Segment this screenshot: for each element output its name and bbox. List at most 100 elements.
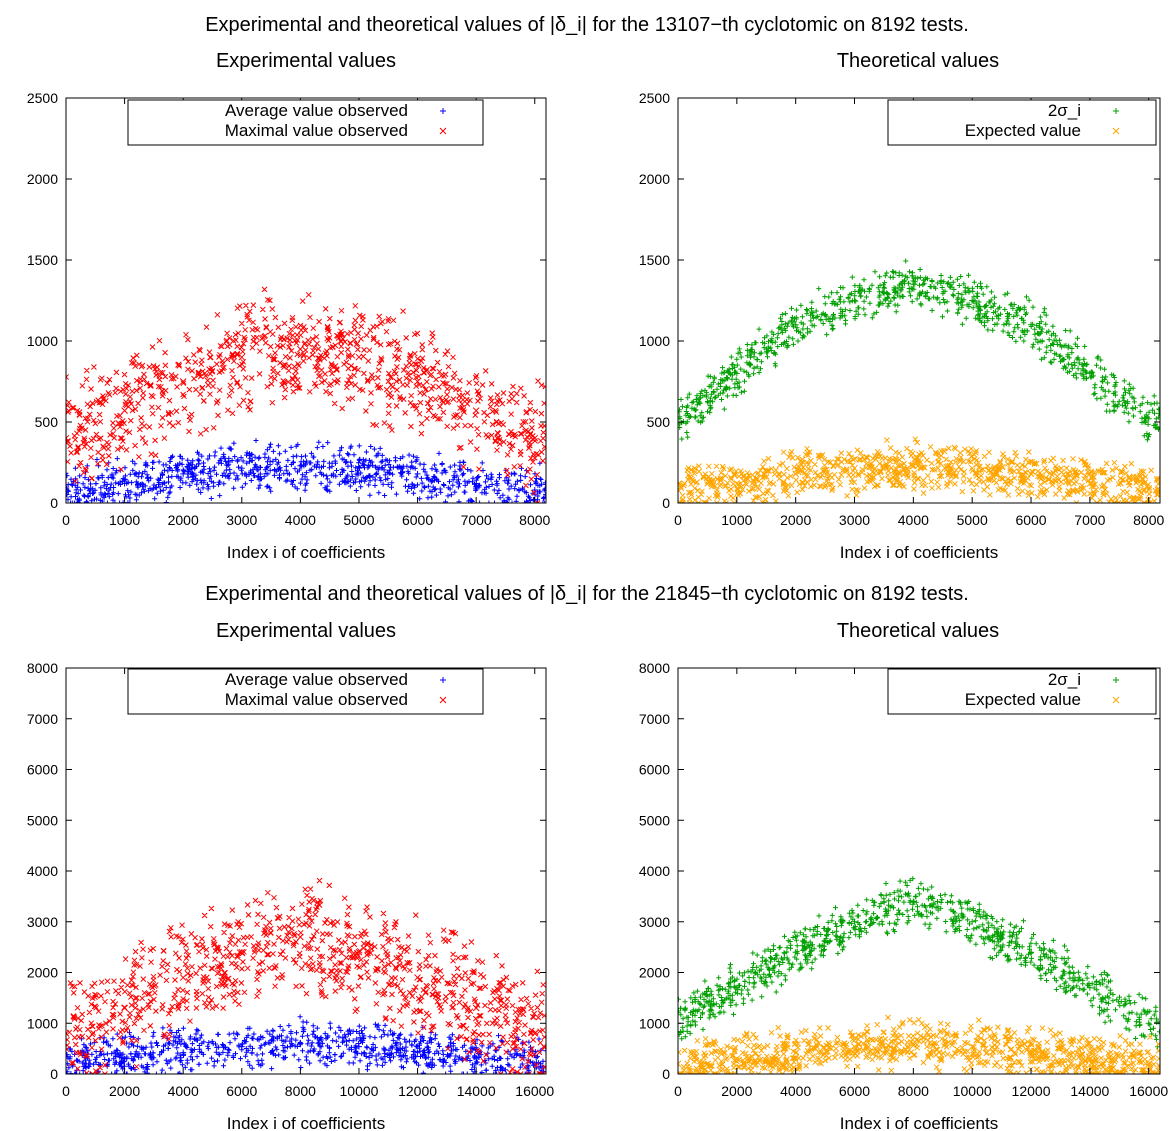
x-tick-label: 5000 (957, 512, 988, 528)
scatter-cloud (66, 438, 546, 503)
legend-label: Maximal value observed (225, 121, 408, 140)
plot-frame (677, 667, 1161, 1075)
plot-frame (65, 97, 547, 504)
y-tick-label: 1000 (639, 1015, 670, 1031)
figure-title-top: Experimental and theoretical values of |… (205, 14, 969, 36)
x-tick-label: 2000 (109, 1083, 140, 1099)
data-point (414, 470, 421, 477)
panel-title: Experimental values (216, 50, 396, 72)
legend-label: Expected value (965, 690, 1081, 709)
x-tick-label: 3000 (839, 512, 870, 528)
x-axis-label: Index i of coefficients (840, 1114, 998, 1131)
y-tick-label: 5000 (27, 812, 58, 828)
legend-marker (440, 108, 446, 114)
markers (678, 876, 1160, 1074)
y-tick-label: 3000 (639, 914, 670, 930)
legend-label: 2σ_i (1048, 670, 1081, 689)
y-tick-label: 2000 (27, 965, 58, 981)
y-tick-label: 1500 (639, 252, 670, 268)
y-tick-label: 3000 (27, 914, 58, 930)
x-tick-label: 2000 (721, 1083, 752, 1099)
y-tick-label: 0 (662, 1066, 670, 1082)
x-tick-label: 12000 (1012, 1083, 1051, 1099)
legend-box (127, 668, 484, 715)
y-tick-label: 2500 (639, 90, 670, 106)
x-tick-label: 7000 (1074, 512, 1105, 528)
data-point (472, 407, 480, 415)
series-2 (678, 436, 1160, 503)
y-tick-label: 4000 (27, 863, 58, 879)
series-1 (678, 876, 1160, 1050)
x-tick-label: 6000 (1015, 512, 1046, 528)
panel-title: Theoretical values (837, 620, 999, 642)
data-point (238, 353, 246, 361)
series-2 (66, 877, 546, 1074)
y-tick-label: 500 (35, 414, 59, 430)
y-tick-label: 2500 (27, 90, 58, 106)
y-tick-label: 4000 (639, 863, 670, 879)
x-axis-label: Index i of coefficients (227, 543, 385, 562)
x-tick-label: 14000 (1070, 1083, 1109, 1099)
legend-box (887, 99, 1157, 146)
series-2 (66, 286, 546, 503)
legend-label: Average value observed (225, 670, 408, 689)
x-tick-label: 3000 (226, 512, 257, 528)
legend-marker (1113, 108, 1119, 114)
legend-label: Expected value (965, 121, 1081, 140)
x-tick-label: 6000 (839, 1083, 870, 1099)
y-tick-label: 7000 (639, 711, 670, 727)
x-tick-label: 16000 (515, 1083, 554, 1099)
scatter-cloud (66, 1014, 546, 1074)
y-tick-label: 1500 (27, 252, 58, 268)
data-point (678, 1060, 682, 1068)
series-1 (66, 438, 546, 503)
y-tick-label: 2000 (27, 171, 58, 187)
panel-title: Experimental values (216, 620, 396, 642)
y-tick-label: 7000 (27, 711, 58, 727)
series-2 (678, 1014, 1160, 1074)
y-tick-label: 0 (50, 495, 58, 511)
scatter-cloud (678, 876, 1160, 1050)
x-tick-label: 0 (674, 1083, 682, 1099)
x-tick-label: 2000 (780, 512, 811, 528)
y-tick-label: 8000 (639, 660, 670, 676)
x-tick-label: 1000 (721, 512, 752, 528)
legend-marker (439, 696, 447, 704)
data-point (297, 345, 304, 353)
figure-title-bottom: Experimental and theoretical values of |… (205, 583, 969, 605)
y-tick-label: 6000 (639, 762, 670, 778)
legend-label: Average value observed (225, 101, 408, 120)
x-tick-label: 4000 (168, 1083, 199, 1099)
y-tick-label: 0 (50, 1066, 58, 1082)
data-point (414, 378, 421, 385)
scatter-cloud (678, 1014, 1160, 1074)
legend-box (127, 99, 484, 146)
x-tick-label: 0 (62, 512, 70, 528)
y-tick-label: 2000 (639, 171, 670, 187)
markers (66, 877, 546, 1074)
y-tick-label: 2000 (639, 965, 670, 981)
x-tick-label: 8000 (1133, 512, 1164, 528)
legend-marker (439, 127, 447, 135)
chart-3: Experimental values 0 2000 4000 6000 8000 1000… (27, 620, 555, 1131)
x-tick-label: 12000 (398, 1083, 437, 1099)
data-point (179, 378, 187, 385)
legend-label: Maximal value observed (225, 690, 408, 709)
x-tick-label: 8000 (519, 512, 550, 528)
series-1 (66, 1014, 546, 1074)
y-tick-label: 500 (647, 414, 671, 430)
y-tick-label: 1000 (639, 333, 670, 349)
x-tick-label: 1000 (109, 512, 140, 528)
x-tick-label: 6000 (226, 1083, 257, 1099)
legend-marker (1113, 677, 1119, 683)
scatter-cloud (678, 258, 1160, 443)
x-axis-label: Index i of coefficients (840, 543, 998, 562)
x-tick-label: 2000 (168, 512, 199, 528)
y-tick-label: 1000 (27, 333, 58, 349)
scatter-cloud (66, 877, 546, 1074)
